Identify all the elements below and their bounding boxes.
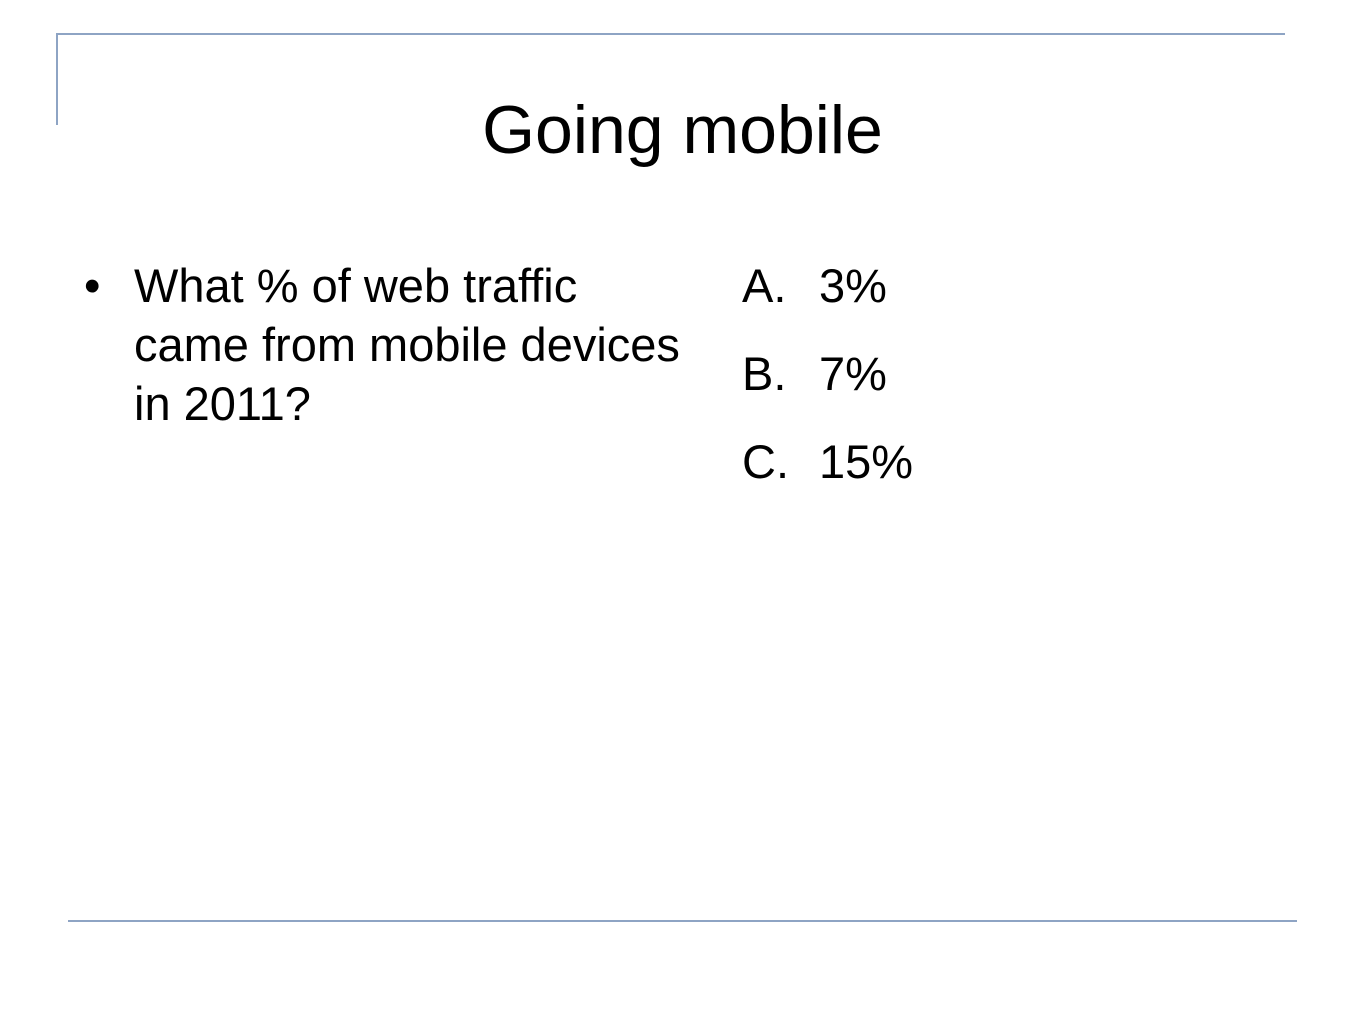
slide-title: Going mobile bbox=[482, 92, 883, 168]
answer-option-c: C. 15% bbox=[742, 432, 1302, 520]
frame-line-left bbox=[56, 33, 58, 125]
question-text: What % of web traffic came from mobile d… bbox=[134, 259, 680, 430]
answer-option-a: A. 3% bbox=[742, 256, 1302, 344]
answer-option-b: B. 7% bbox=[742, 344, 1302, 432]
frame-line-top bbox=[57, 33, 1285, 35]
bullet-icon: • bbox=[84, 259, 101, 312]
answer-letter: A. bbox=[742, 259, 787, 312]
answer-letter: C. bbox=[742, 435, 789, 488]
answer-value: 3% bbox=[819, 259, 887, 312]
question-bullet-item: • What % of web traffic came from mobile… bbox=[84, 256, 694, 433]
answer-value: 15% bbox=[819, 435, 914, 488]
answer-value: 7% bbox=[819, 347, 887, 400]
frame-line-bottom bbox=[68, 920, 1297, 922]
answer-letter: B. bbox=[742, 347, 787, 400]
answer-list: A. 3% B. 7% C. 15% bbox=[742, 256, 1302, 520]
